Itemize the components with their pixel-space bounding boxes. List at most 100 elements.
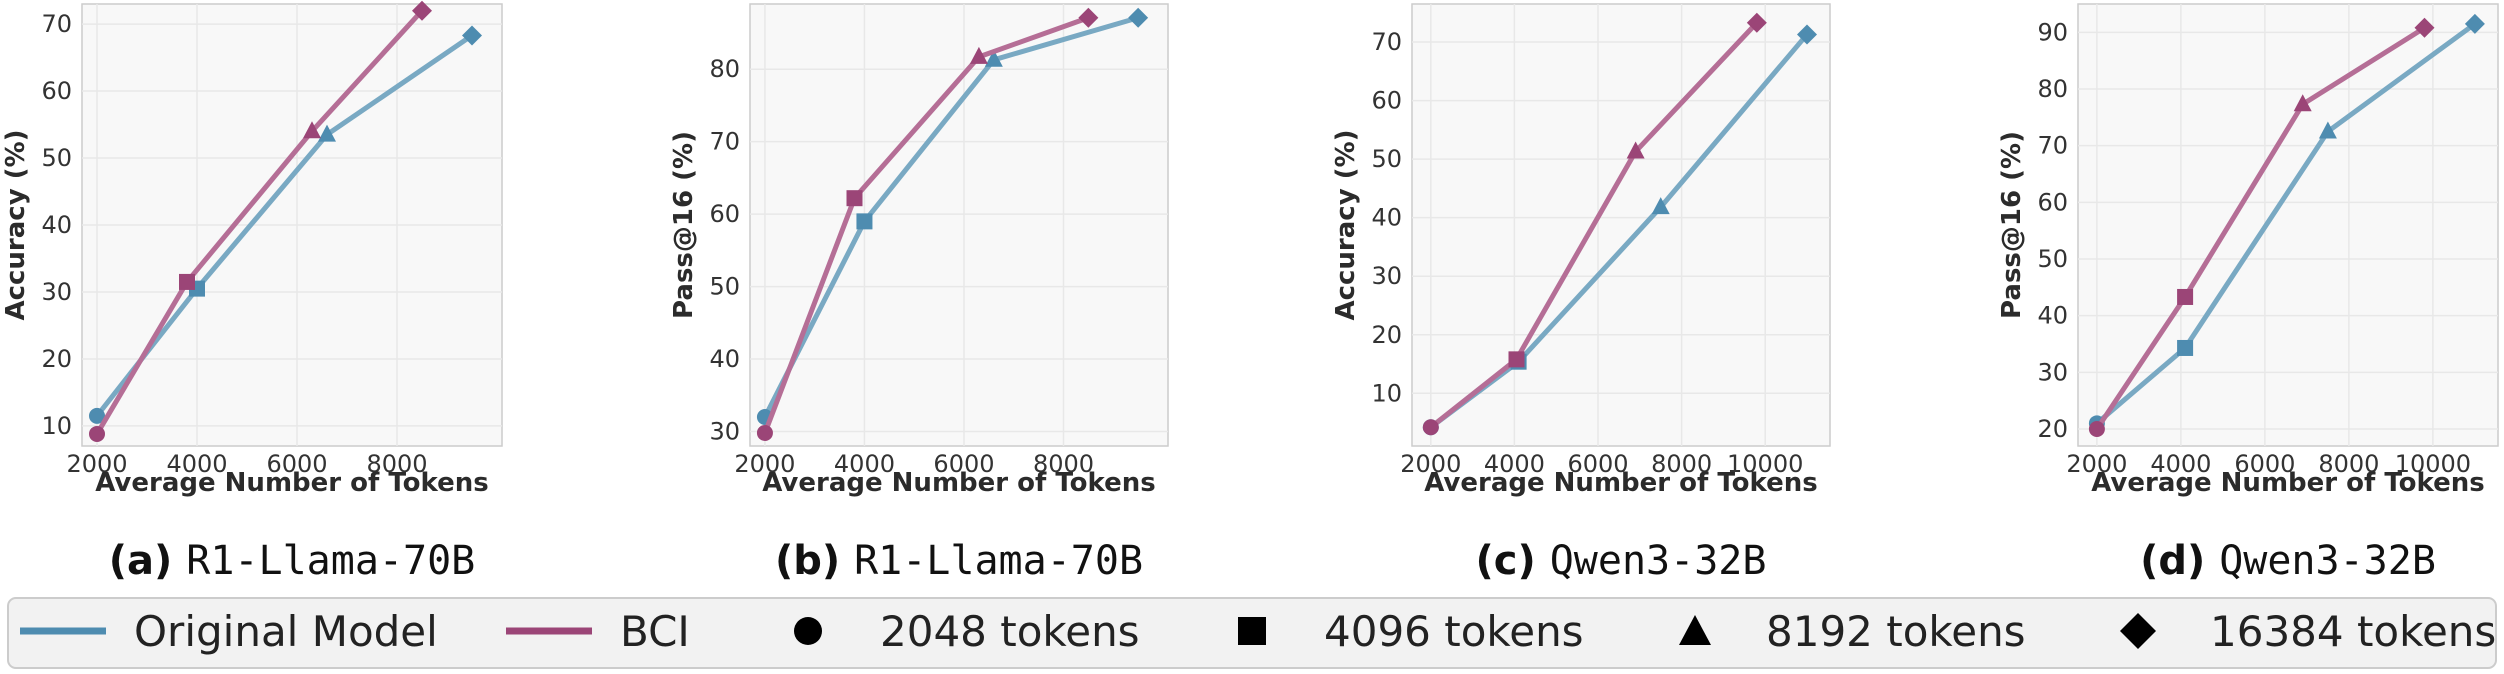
y-tick-label: 10	[1371, 379, 1402, 407]
series-line-original	[2094, 21, 2478, 426]
data-point-original-diamond-marker	[462, 25, 482, 46]
x-axis-label: Average Number of Tokens	[1424, 468, 1818, 498]
data-point-bci-diamond-marker	[1078, 7, 1099, 28]
x-tick-label: 8000	[1033, 450, 1094, 478]
panel-caption: (c) Qwen3-32B	[1476, 538, 1767, 584]
legend-16384-label: 16384 tokens	[2210, 607, 2496, 656]
x-tick-label: 10000	[2395, 450, 2471, 478]
y-tick-label: 90	[2037, 18, 2068, 46]
x-tick-label: 2000	[2066, 450, 2127, 478]
y-axis-label: Pass@16 (%)	[1997, 131, 2027, 319]
chart-panel-3: 2000 4000 6000 8000 10000 10 20 30 40 50 60 70 Avera…	[1331, 3, 1831, 584]
legend-diamond-marker	[2120, 613, 2156, 649]
caption-model-name: R1-Llama-70B	[186, 538, 475, 584]
y-tick-label: 70	[1371, 28, 1402, 56]
data-point-bci-circle-marker	[1422, 419, 1439, 436]
caption-letter: (b)	[775, 538, 854, 584]
chart-panel-2: 2000 4000 6000 8000 30 40 50 60 70 80 Average Numb…	[669, 3, 1169, 584]
y-tick-label: 40	[1371, 204, 1402, 232]
y-tick-label: 20	[2037, 415, 2068, 443]
y-tick-label: 10	[41, 412, 72, 440]
data-point-original-circle-marker	[89, 407, 105, 424]
legend-square-marker	[1238, 617, 1266, 645]
data-point-bci-square-marker	[179, 273, 195, 290]
series-line-bci	[1428, 20, 1760, 430]
x-tick-label: 4000	[1484, 450, 1545, 478]
data-point-bci-diamond-marker	[1746, 12, 1767, 33]
data-point-original-triangle-marker	[1651, 197, 1670, 215]
panel-caption: (a) R1-Llama-70B	[109, 538, 475, 584]
data-point-original-square-marker	[856, 213, 873, 230]
y-tick-label: 50	[41, 144, 72, 172]
x-axis-label: Average Number of Tokens	[762, 468, 1156, 498]
data-point-bci-triangle-marker	[1626, 141, 1645, 159]
x-tick-label: 4000	[166, 450, 227, 478]
legend-circle-marker	[794, 617, 822, 645]
data-point-bci-circle-marker	[2088, 421, 2105, 437]
y-tick-label: 70	[709, 128, 740, 156]
y-tick-label: 40	[41, 211, 72, 239]
data-point-bci-diamond-marker	[2414, 17, 2435, 38]
y-tick-label: 70	[41, 10, 72, 38]
caption-letter: (c)	[1476, 538, 1550, 584]
data-point-original-diamond-marker	[1128, 7, 1149, 28]
data-point-bci-square-marker	[2177, 288, 2194, 305]
data-point-bci-circle-marker	[756, 424, 773, 441]
data-point-original-triangle-marker	[2318, 121, 2337, 139]
y-tick-label: 30	[709, 418, 740, 446]
y-tick-label: 70	[2037, 132, 2068, 160]
data-point-original-square-marker	[2177, 339, 2194, 356]
x-tick-label: 2000	[66, 450, 127, 478]
x-tick-label: 2000	[734, 450, 795, 478]
data-point-bci-square-marker	[846, 190, 863, 207]
panel-caption: (b) R1-Llama-70B	[775, 538, 1143, 584]
legend-bci-label: BCI	[620, 607, 690, 656]
x-tick-label: 8000	[366, 450, 427, 478]
x-tick-label: 6000	[933, 450, 994, 478]
y-tick-label: 50	[709, 273, 740, 301]
plot-area	[749, 3, 1169, 447]
y-tick-label: 30	[41, 278, 72, 306]
y-tick-label: 60	[41, 77, 72, 105]
data-point-bci-square-marker	[1508, 351, 1525, 368]
x-tick-label: 8000	[2318, 450, 2379, 478]
y-tick-label: 40	[709, 345, 740, 373]
chart-panels: 2000 4000 6000 8000 10 20 30 40 50 60 70 Average Nu…	[1, 0, 2499, 584]
y-tick-label: 20	[1371, 321, 1402, 349]
caption-model-name: R1-Llama-70B	[854, 538, 1143, 584]
x-tick-label: 4000	[834, 450, 895, 478]
y-axis-label: Accuracy (%)	[1331, 129, 1361, 320]
data-point-bci-triangle-marker	[2293, 94, 2312, 112]
y-tick-label: 20	[41, 345, 72, 373]
data-point-bci-circle-marker	[89, 425, 105, 442]
x-tick-label: 6000	[2234, 450, 2295, 478]
plot-area	[2077, 3, 2499, 447]
legend-4096-label: 4096 tokens	[1324, 607, 1584, 656]
y-tick-label: 50	[1371, 145, 1402, 173]
caption-model-name: Qwen3-32B	[1550, 538, 1767, 584]
series-line-original	[762, 15, 1141, 420]
y-tick-label: 30	[2037, 358, 2068, 386]
data-point-original-triangle-marker	[984, 49, 1003, 67]
y-tick-label: 60	[709, 200, 740, 228]
caption-letter: (a)	[109, 538, 186, 584]
x-tick-label: 4000	[2150, 450, 2211, 478]
series-line-bci	[94, 8, 425, 437]
legend-8192-label: 8192 tokens	[1766, 607, 2026, 656]
caption-model-name: Qwen3-32B	[2219, 538, 2436, 584]
y-tick-label: 30	[1371, 262, 1402, 290]
data-point-bci-diamond-marker	[412, 0, 432, 21]
panel-caption: (d) Qwen3-32B	[2140, 538, 2436, 584]
data-point-original-diamond-marker	[1797, 24, 1818, 45]
y-tick-label: 40	[2037, 302, 2068, 330]
legend-triangle-marker	[1679, 615, 1711, 645]
x-tick-label: 6000	[266, 450, 327, 478]
legend: Original Model BCI 2048 tokens 4096 toke…	[7, 597, 2497, 669]
data-point-original-triangle-marker	[318, 124, 336, 142]
caption-letter: (d)	[2140, 538, 2219, 584]
legend-2048-label: 2048 tokens	[880, 607, 1140, 656]
data-point-original-diamond-marker	[2464, 13, 2485, 34]
x-axis-label: Average Number of Tokens	[95, 468, 489, 498]
y-tick-label: 50	[2037, 245, 2068, 273]
